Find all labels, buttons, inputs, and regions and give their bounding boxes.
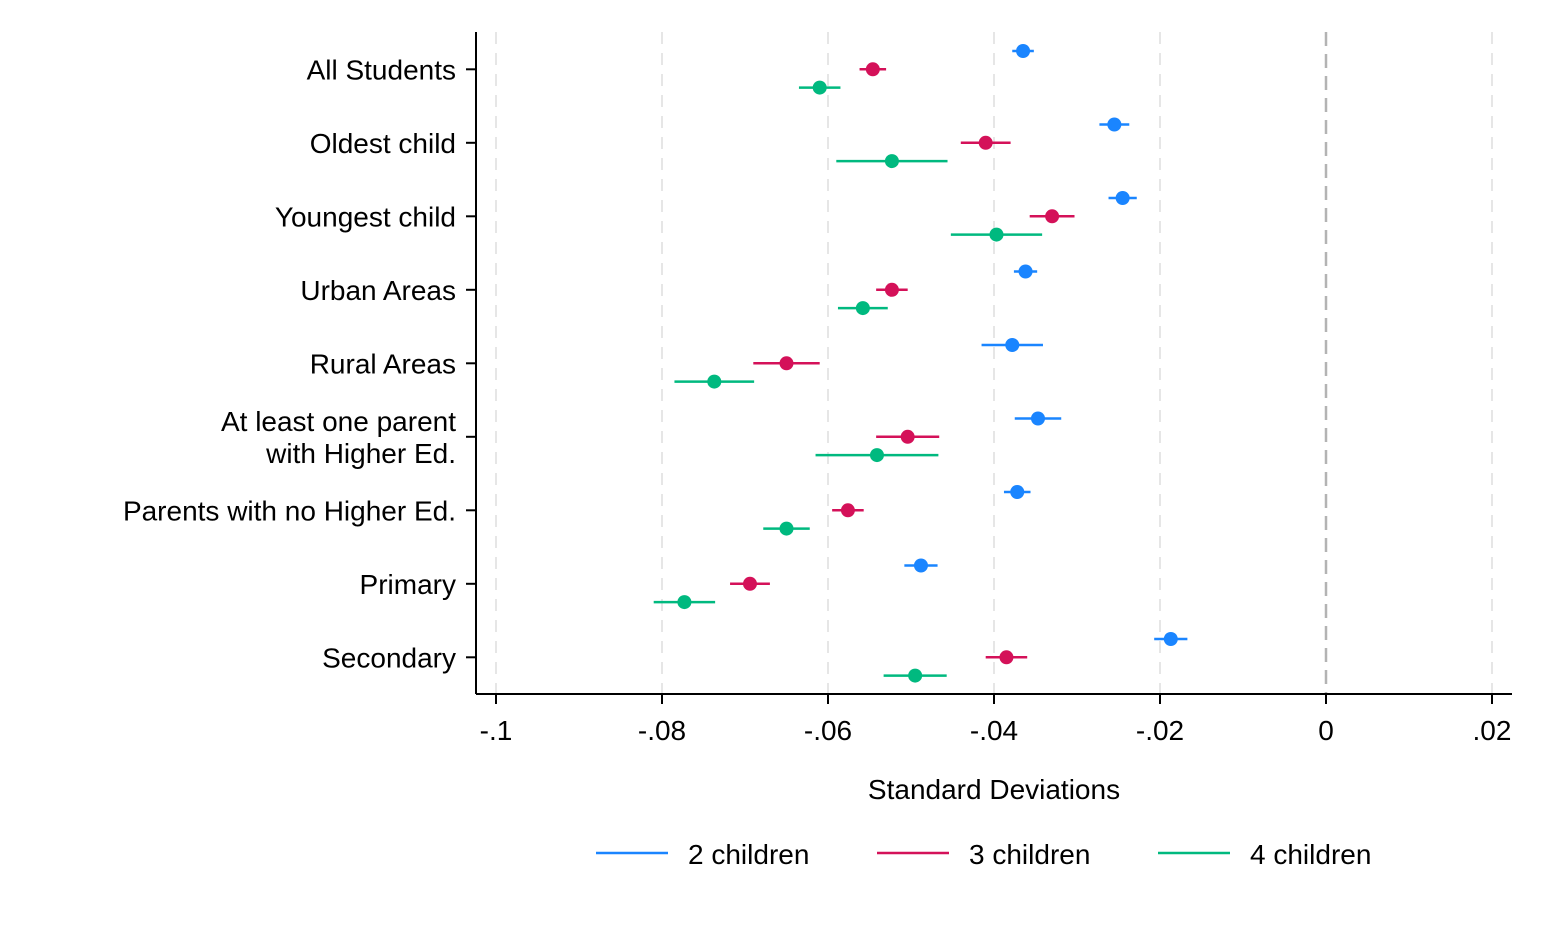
legend-label: 2 children [688, 839, 809, 870]
legend-label: 4 children [1250, 839, 1371, 870]
category-label: Primary [360, 569, 456, 600]
axes [466, 32, 1512, 704]
estimate-point [900, 429, 915, 444]
x-tick-label: -.02 [1136, 715, 1184, 746]
grid-lines [495, 32, 1493, 694]
x-tick-label: -.08 [638, 715, 686, 746]
estimate-point [865, 62, 880, 77]
x-axis-title: Standard Deviations [868, 774, 1120, 805]
category-label: Oldest child [310, 128, 456, 159]
estimate-point [884, 154, 899, 169]
estimate-point [1045, 209, 1060, 224]
estimate-point [1005, 338, 1020, 352]
estimate-point [884, 282, 899, 297]
estimate-point [999, 650, 1014, 665]
x-tick-label: -.06 [804, 715, 852, 746]
x-tick-label: -.04 [970, 715, 1018, 746]
category-label: Rural Areas [310, 348, 456, 379]
estimate-point [989, 227, 1004, 242]
x-tick-label: .02 [1473, 715, 1512, 746]
estimate-point [707, 374, 722, 389]
category-label: All Students [307, 54, 456, 85]
estimate-point [677, 595, 692, 610]
estimate-point [812, 80, 827, 95]
category-label: Parents with no Higher Ed. [123, 495, 456, 526]
category-label: Secondary [322, 642, 456, 673]
x-tick-label: -.1 [480, 715, 513, 746]
estimate-point [908, 668, 923, 683]
legend-label: 3 children [969, 839, 1090, 870]
estimate-point [840, 503, 855, 518]
estimate-point [1107, 117, 1122, 132]
category-label: At least one parent [221, 406, 456, 437]
estimate-point [913, 558, 928, 573]
estimate-point [1115, 191, 1130, 205]
category-label: Youngest child [275, 201, 456, 232]
estimate-point [1010, 485, 1025, 499]
estimate-point [855, 301, 870, 316]
series-marks [653, 44, 1188, 683]
estimate-point [779, 356, 794, 371]
x-tick-label: 0 [1318, 715, 1334, 746]
estimate-point [1030, 411, 1045, 426]
legend: 2 children 3 children 4 children [596, 839, 1371, 870]
axis-labels: -.1 -.08 -.06 -.04 -.02 0 .02 All Students Oldes… [123, 54, 1512, 805]
estimate-point [869, 448, 884, 463]
estimate-point [742, 576, 757, 591]
estimate-point [978, 135, 993, 150]
estimate-point [1163, 632, 1178, 646]
estimate-point [1016, 44, 1031, 58]
estimate-point [779, 521, 794, 536]
estimate-point [1018, 264, 1033, 279]
category-label: Urban Areas [300, 275, 456, 306]
category-label: with Higher Ed. [265, 438, 456, 469]
